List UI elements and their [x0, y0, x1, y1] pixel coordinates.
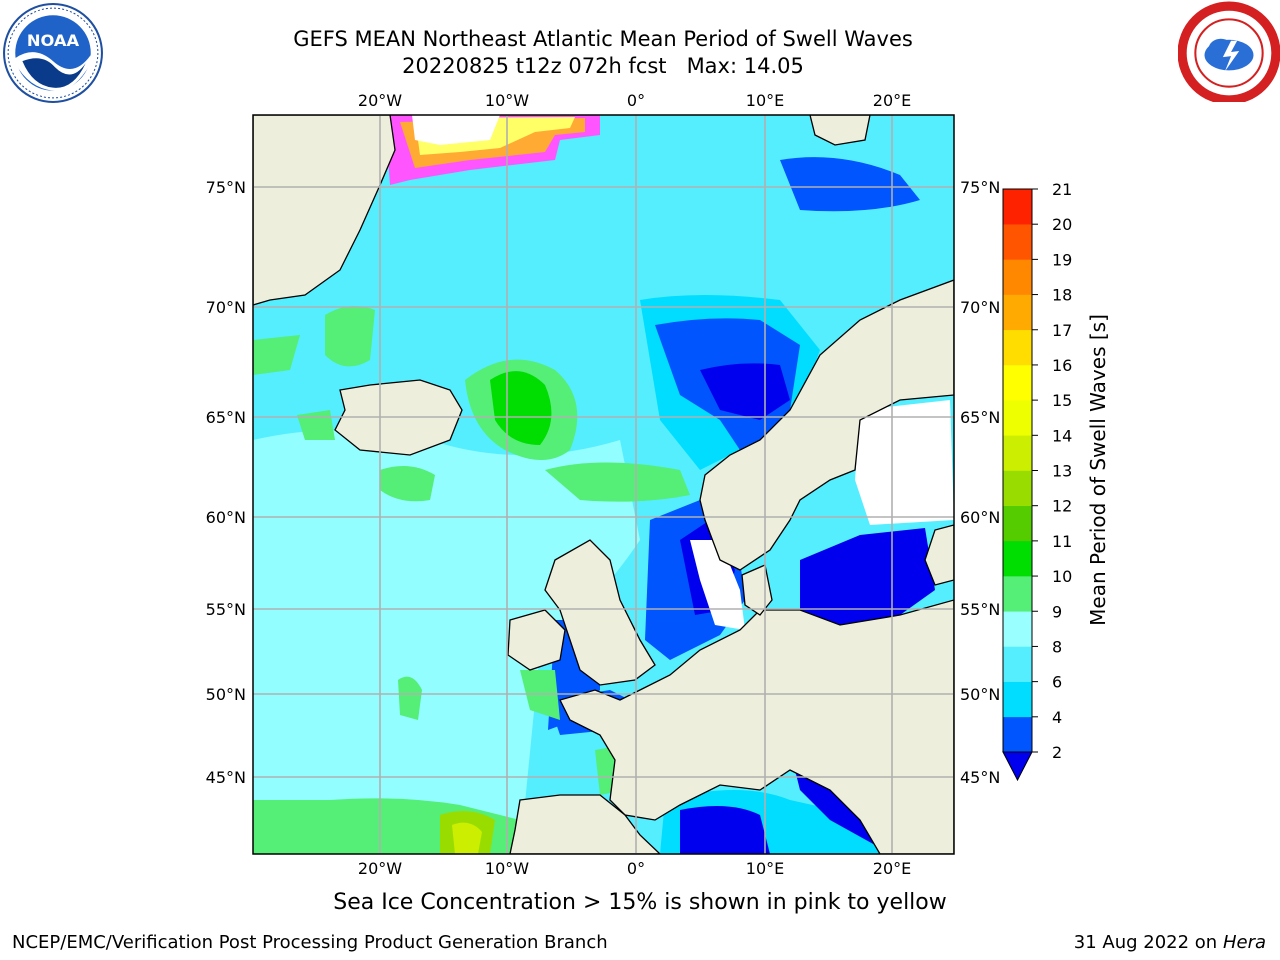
- colorbar-swatch: [1003, 470, 1032, 506]
- lat-tick-right: 65°N: [960, 408, 1000, 427]
- colorbar-swatch: [1003, 505, 1032, 542]
- lat-tick-left: 45°N: [206, 768, 246, 787]
- chart-subtitle: 20220825 t12z 072h fcst Max: 14.05: [402, 54, 804, 78]
- noaa-logo-icon: NOAA: [3, 3, 103, 103]
- colorbar-swatch: [1003, 189, 1032, 225]
- swell-band-8-9: [253, 430, 640, 854]
- sea-ice-white-core: [412, 115, 500, 145]
- colorbar-level-label: 13: [1052, 462, 1072, 481]
- lon-tick-top: 0°: [627, 91, 645, 110]
- colorbar-swatch: [1003, 646, 1032, 682]
- swell-under-2-norwegian: [700, 363, 790, 420]
- lat-tick-right: 55°N: [960, 600, 1000, 619]
- colorbar-level-label: 8: [1052, 637, 1062, 656]
- lat-tick-left: 60°N: [206, 508, 246, 527]
- colorbar-level-label: 17: [1052, 321, 1072, 340]
- swell-band-9-10-west: [380, 466, 435, 502]
- svg-text:NOAA: NOAA: [27, 31, 80, 50]
- lat-tick-right: 75°N: [960, 178, 1000, 197]
- colorbar-level-label: 4: [1052, 708, 1062, 727]
- swell-band-9-10-greenland: [325, 306, 375, 367]
- colorbar-swatch: [1003, 400, 1032, 436]
- sea-ice-note: Sea Ice Concentration > 15% is shown in …: [333, 890, 947, 915]
- lon-tick-bottom: 10°W: [485, 859, 529, 878]
- host-name: Hera: [1222, 932, 1266, 953]
- colorbar-swatch: [1003, 681, 1032, 718]
- lon-tick-bottom: 20°E: [873, 859, 911, 878]
- swell-band-9-10-atlantic: [398, 676, 422, 720]
- swell-band-2-4-barents: [780, 157, 920, 212]
- colorbar-level-label: 9: [1052, 602, 1062, 621]
- date-label: 31 Aug 2022 on: [1073, 932, 1218, 953]
- colorbar-swatch: [1003, 611, 1032, 647]
- land-continental-europe: [559, 599, 954, 854]
- lat-tick-right: 70°N: [960, 298, 1000, 317]
- nodata-area-bothnia: [855, 400, 954, 525]
- land-finland-coast: [924, 524, 954, 586]
- colorbar-swatch: [1003, 364, 1032, 401]
- lat-tick-left: 50°N: [206, 685, 246, 704]
- lon-tick-top: 10°E: [746, 91, 784, 110]
- swell-band-9-10-faroe: [545, 462, 690, 502]
- lon-tick-bottom: 0°: [627, 859, 645, 878]
- colorbar-level-label: 19: [1052, 250, 1072, 269]
- colorbar-level-label: 20: [1052, 215, 1072, 234]
- lat-tick-right: 50°N: [960, 685, 1000, 704]
- colorbar-title: Mean Period of Swell Waves [s]: [1086, 314, 1110, 626]
- land-iberia: [509, 794, 661, 854]
- swell-band-9-10-labrador: [253, 335, 300, 375]
- graticule: [253, 115, 954, 854]
- land-svalbard: [809, 115, 871, 146]
- lon-tick-bottom: 20°W: [358, 859, 402, 878]
- colorbar-swatch: [1003, 435, 1032, 471]
- colorbar-swatch: [1003, 576, 1032, 612]
- colorbar-level-label: 12: [1052, 497, 1072, 516]
- swell-under-2-adriatic: [795, 770, 880, 845]
- chart-title: GEFS MEAN Northeast Atlantic Mean Period…: [293, 27, 913, 51]
- lat-tick-left: 75°N: [206, 178, 246, 197]
- colorbar-level-label: 16: [1052, 356, 1072, 375]
- nodata-area-skagerrak: [690, 540, 745, 630]
- lon-tick-top: 20°W: [358, 91, 402, 110]
- colorbar-under-triangle: [1002, 751, 1033, 782]
- lat-tick-right: 60°N: [960, 508, 1000, 527]
- land-great-britain: [544, 539, 656, 686]
- colorbar-swatch: [1003, 294, 1032, 331]
- colorbar-level-label: 21: [1052, 180, 1072, 199]
- lon-tick-top: 20°E: [873, 91, 911, 110]
- land-greenland: [253, 115, 396, 306]
- colorbar-level-label: 11: [1052, 532, 1072, 551]
- colorbar-level-label: 6: [1052, 673, 1062, 692]
- credit-text: NCEP/EMC/Verification Post Processing Pr…: [12, 932, 608, 953]
- map-frame: [252, 114, 955, 855]
- map-plot-area: [253, 115, 954, 854]
- lat-tick-left: 70°N: [206, 298, 246, 317]
- lon-tick-bottom: 10°E: [746, 859, 784, 878]
- colorbar-swatch: [1003, 224, 1032, 260]
- swell-under-2-med-west: [680, 806, 770, 854]
- colorbar-level-label: 10: [1052, 567, 1072, 586]
- colorbar-level-label: 14: [1052, 426, 1072, 445]
- colorbar: 2 4 6 8 9 10 11 12 13 14 15 16 17 18 19 20 21: [1002, 180, 1072, 782]
- date-text: 31 Aug 2022 on Hera: [1074, 932, 1266, 954]
- land-ireland: [507, 609, 566, 671]
- colorbar-swatch: [1003, 540, 1032, 577]
- swell-band-9-10-celtic: [520, 670, 560, 720]
- colorbar-level-label: 18: [1052, 286, 1072, 305]
- lat-tick-left: 65°N: [206, 408, 246, 427]
- swell-band-10-11-norwegian-sea: [490, 371, 552, 445]
- swell-band-13-14-south: [452, 822, 482, 854]
- colorbar-level-label: 15: [1052, 391, 1072, 410]
- lat-tick-right: 45°N: [960, 768, 1000, 787]
- swell-under-2-baltic: [800, 528, 935, 625]
- colorbar-swatch: [1003, 259, 1032, 295]
- lat-tick-left: 55°N: [206, 600, 246, 619]
- colorbar-swatch: [1003, 329, 1032, 366]
- colorbar-swatch: [1003, 716, 1032, 753]
- lon-tick-top: 10°W: [485, 91, 529, 110]
- nws-logo-icon: [1178, 1, 1280, 102]
- colorbar-level-label: 2: [1052, 743, 1062, 762]
- land-scandinavia: [699, 279, 954, 571]
